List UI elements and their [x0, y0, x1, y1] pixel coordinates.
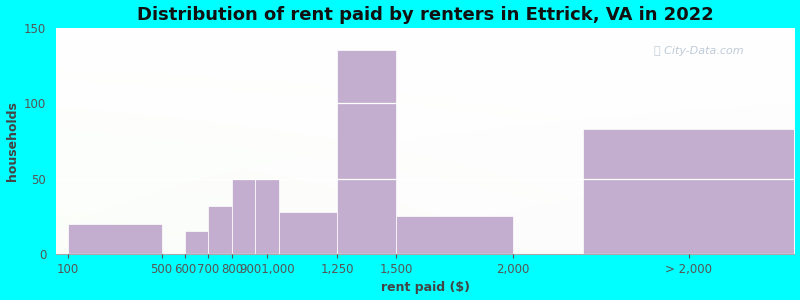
Bar	[185, 231, 209, 254]
Bar	[583, 129, 794, 254]
Bar	[68, 224, 162, 254]
Bar	[396, 216, 513, 254]
Y-axis label: households: households	[6, 101, 18, 181]
Bar	[278, 212, 338, 254]
Text: ⓘ City-Data.com: ⓘ City-Data.com	[654, 46, 744, 56]
Bar	[209, 206, 232, 254]
Bar	[255, 178, 278, 254]
Bar	[338, 50, 396, 254]
X-axis label: rent paid ($): rent paid ($)	[381, 281, 470, 294]
Bar	[232, 178, 255, 254]
Title: Distribution of rent paid by renters in Ettrick, VA in 2022: Distribution of rent paid by renters in …	[137, 6, 714, 24]
